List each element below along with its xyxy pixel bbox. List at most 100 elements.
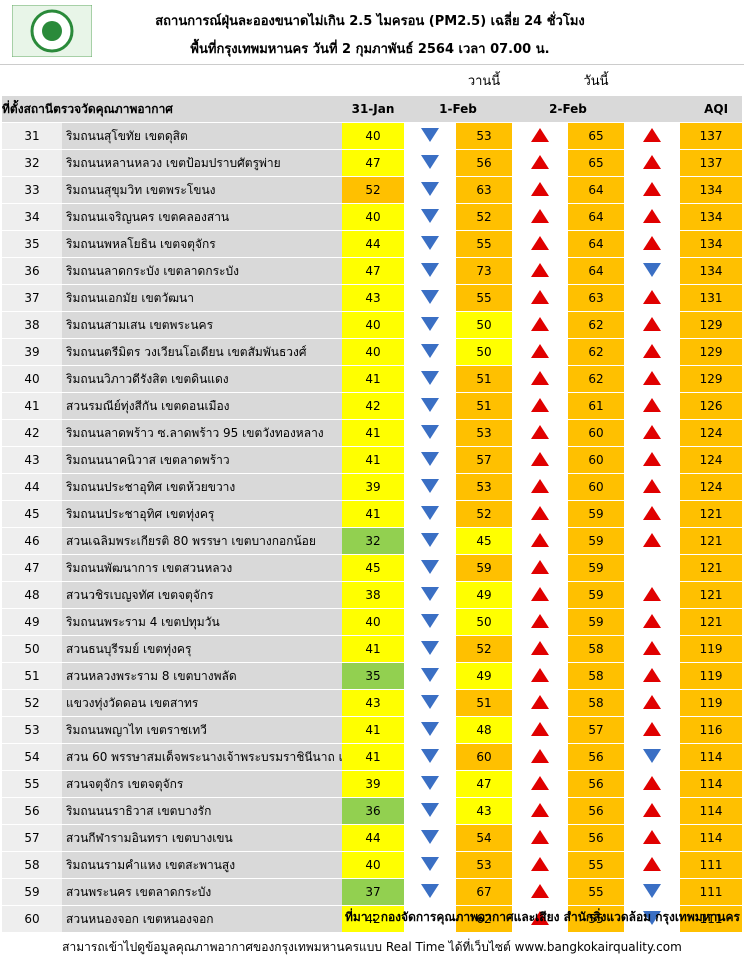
column-header: AQI [624, 96, 743, 123]
station-number: 39 [2, 338, 62, 366]
arrow-up [531, 559, 550, 574]
arrow-down [421, 208, 440, 223]
arrow-down [421, 856, 440, 871]
trend-cell [512, 527, 569, 555]
station-name: ริมถนนพัฒนาการ เขตสวนหลวง [62, 554, 343, 582]
table-row: 54 สวน 60 พรรษาสมเด็จพระนางเจ้าพระบรมราชิ… [2, 743, 743, 771]
trend-cell [404, 203, 457, 231]
arrow-up [643, 829, 662, 844]
station-name: ริมถนนลาดกระบัง เขตลาดกระบัง [62, 257, 343, 285]
trend-cell [512, 770, 569, 798]
aqi-value: 119 [680, 689, 743, 717]
aqi-value: 114 [680, 797, 743, 825]
trend-cell [512, 311, 569, 339]
aqi-value: 129 [680, 338, 743, 366]
arrow-up [531, 424, 550, 439]
trend-cell [404, 743, 457, 771]
table-row: 52 แขวงทุ่งวัดดอน เขตสาทร 43 51 58 119 [2, 689, 743, 717]
arrow-down [643, 748, 662, 763]
trend-cell [624, 743, 681, 771]
aqi-value: 129 [680, 311, 743, 339]
station-number: 58 [2, 851, 62, 879]
aqi-value: 131 [680, 284, 743, 312]
table-row: 34 ริมถนนเจริญนคร เขตคลองสาน 40 52 64 134 [2, 203, 743, 231]
trend-cell [512, 338, 569, 366]
station-name: สวนธนบุรีรมย์ เขตทุ่งครุ [62, 635, 343, 663]
pm25-value: 43 [342, 284, 405, 312]
pm25-value: 59 [568, 554, 625, 582]
trend-cell [404, 770, 457, 798]
pm25-value: 38 [342, 581, 405, 609]
trend-cell [512, 473, 569, 501]
pm25-value: 61 [568, 392, 625, 420]
station-number: 38 [2, 311, 62, 339]
trend-cell [404, 284, 457, 312]
station-name: สวนจตุจักร เขตจตุจักร [62, 770, 343, 798]
arrow-down [421, 424, 440, 439]
trend-cell [624, 581, 681, 609]
trend-cell [624, 149, 681, 177]
arrow-up [643, 667, 662, 682]
station-name: ริมถนนรามคำแหง เขตสะพานสูง [62, 851, 343, 879]
trend-cell [512, 878, 569, 906]
station-name: สวนรมณีย์ทุ่งสีกัน เขตดอนเมือง [62, 392, 343, 420]
trend-cell [404, 149, 457, 177]
pm25-value: 47 [456, 770, 513, 798]
trend-cell [624, 230, 681, 258]
pm25-value: 56 [568, 824, 625, 852]
trend-cell [624, 257, 681, 285]
arrow-up [643, 208, 662, 223]
station-name: สวนกีฬารามอินทรา เขตบางเขน [62, 824, 343, 852]
arrow-up [531, 262, 550, 277]
arrow-down [421, 640, 440, 655]
pm25-value: 62 [568, 311, 625, 339]
pm25-value: 51 [456, 689, 513, 717]
pm25-value: 59 [568, 527, 625, 555]
pm25-value: 55 [568, 878, 625, 906]
trend-cell [404, 554, 457, 582]
aqi-value: 129 [680, 365, 743, 393]
arrow-up [643, 694, 662, 709]
arrow-up [643, 127, 662, 142]
trend-cell [624, 176, 681, 204]
arrow-up [643, 613, 662, 628]
station-number: 50 [2, 635, 62, 663]
pm25-value: 45 [342, 554, 405, 582]
pm25-value: 35 [342, 662, 405, 690]
trend-cell [404, 797, 457, 825]
pm25-value: 63 [456, 176, 513, 204]
pm25-value: 53 [456, 419, 513, 447]
station-name: ริมถนนประชาอุทิศ เขตห้วยขวาง [62, 473, 343, 501]
arrow-up [531, 667, 550, 682]
arrow-up [643, 397, 662, 412]
station-name: สวน 60 พรรษาสมเด็จพระนางเจ้าพระบรมราชินี… [62, 743, 343, 771]
table-row: 51 สวนหลวงพระราม 8 เขตบางพลัด 35 49 58 119 [2, 662, 743, 690]
station-number: 41 [2, 392, 62, 420]
aqi-value: 111 [680, 905, 743, 933]
arrow-down [643, 883, 662, 898]
pm25-value: 47 [342, 257, 405, 285]
station-number: 43 [2, 446, 62, 474]
table-row: 56 ริมถนนนราธิวาส เขตบางรัก 36 43 56 114 [2, 797, 743, 825]
pm25-value: 40 [342, 608, 405, 636]
station-number: 52 [2, 689, 62, 717]
arrow-down [421, 586, 440, 601]
pm25-value: 60 [568, 419, 625, 447]
arrow-down [421, 748, 440, 763]
arrow-up [531, 235, 550, 250]
aqi-value: 137 [680, 149, 743, 177]
pm25-value: 52 [342, 176, 405, 204]
divider [0, 64, 744, 65]
pm25-value: 57 [568, 716, 625, 744]
arrow-up [643, 451, 662, 466]
trend-cell [404, 527, 457, 555]
trend-cell [404, 473, 457, 501]
trend-cell [624, 203, 681, 231]
trend-cell [404, 176, 457, 204]
aqi-value: 119 [680, 662, 743, 690]
arrow-up [531, 694, 550, 709]
arrow-up [531, 154, 550, 169]
pm25-value: 41 [342, 716, 405, 744]
trend-cell [624, 554, 681, 582]
table-row: 35 ริมถนนพหลโยธิน เขตจตุจักร 44 55 64 134 [2, 230, 743, 258]
